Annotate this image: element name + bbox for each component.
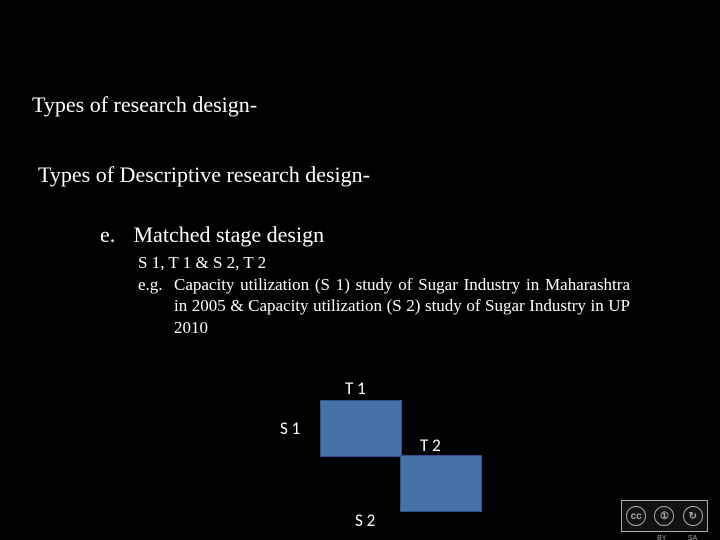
heading2-text: Types of Descriptive research design-	[38, 162, 370, 187]
list-title: Matched stage design	[134, 222, 325, 247]
heading-types-research-design: Types of research design-	[32, 92, 257, 118]
label-s1: S 1	[280, 418, 300, 439]
label-t1: T 1	[345, 378, 366, 399]
sa-icon-text: ↻	[689, 511, 697, 522]
eg-body: Capacity utilization (S 1) study of Suga…	[174, 274, 630, 338]
cc-sub-blank	[634, 535, 636, 540]
label-t2: T 2	[420, 435, 441, 456]
body-example: e.g.Capacity utilization (S 1) study of …	[138, 274, 638, 338]
body-line1: S 1, T 1 & S 2, T 2	[138, 253, 266, 272]
sa-icon: ↻	[683, 506, 703, 526]
box-s2-t2	[400, 455, 482, 512]
heading1-text: Types of research design-	[32, 92, 257, 117]
cc-sub-by: BY	[657, 535, 666, 540]
heading-types-descriptive: Types of Descriptive research design-	[38, 162, 370, 188]
cc-sub-sa: SA	[688, 535, 697, 540]
slide: Types of research design- Types of Descr…	[0, 0, 720, 540]
matched-stage-diagram: T 1 S 1 T 2 S 2	[260, 380, 520, 530]
cc-icon-text: cc	[631, 511, 642, 522]
by-icon-text: ①	[660, 511, 669, 522]
box-s1-t1	[320, 400, 402, 457]
cc-icon: cc	[626, 506, 646, 526]
eg-label: e.g.	[138, 274, 174, 295]
list-item-e: e. Matched stage design	[100, 222, 324, 248]
cc-sub-labels: BY SA	[623, 535, 708, 540]
list-marker: e.	[100, 222, 128, 248]
label-s2: S 2	[355, 510, 375, 531]
body-line-variables: S 1, T 1 & S 2, T 2	[138, 252, 638, 273]
by-icon: ①	[654, 506, 674, 526]
cc-license-badge: cc ① ↻	[621, 500, 708, 532]
